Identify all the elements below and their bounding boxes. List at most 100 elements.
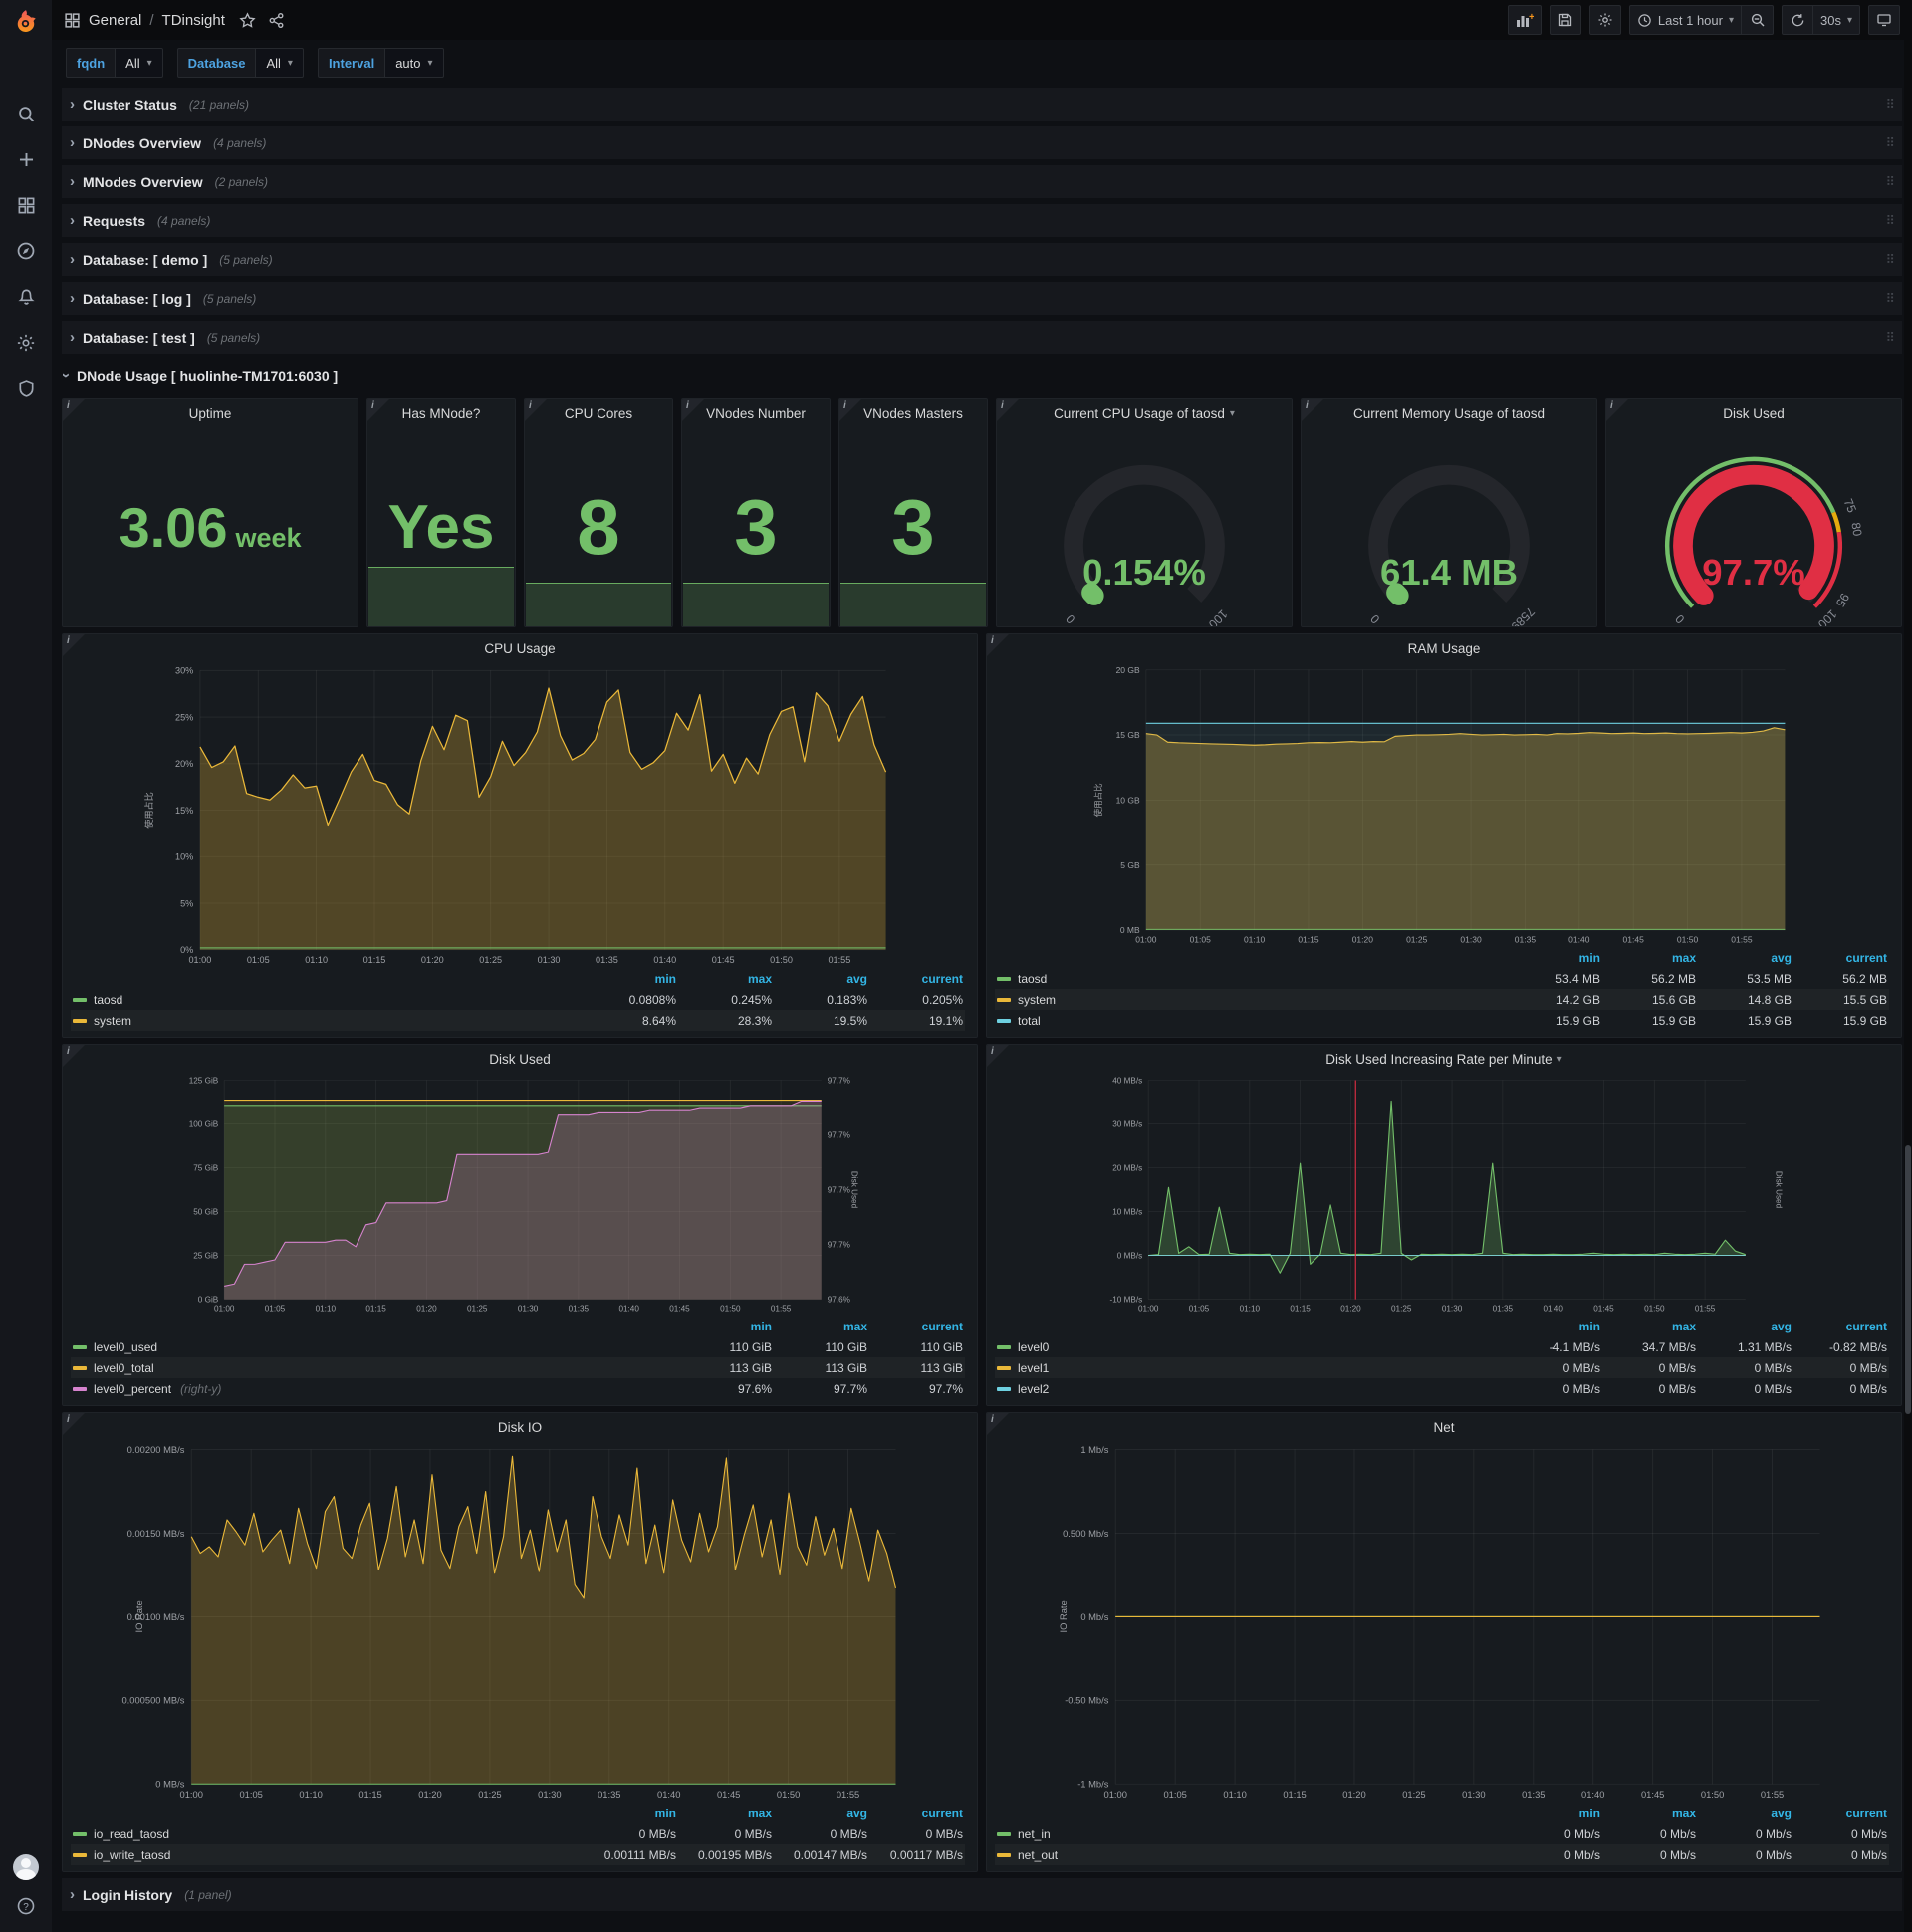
row-database-demo[interactable]: › Database: [ demo ] (5 panels) ⠿ [62, 243, 1902, 276]
legend-row[interactable]: taosd 0.0808% 0.245% 0.183% 0.205% [71, 989, 965, 1010]
drag-handle-icon[interactable]: ⠿ [1885, 329, 1894, 345]
chart-canvas[interactable]: -1 Mb/s -0.50 Mb/s 0 Mb/s 0.500 Mb/s 1 Mb/s 0… [987, 1441, 1901, 1803]
explore-compass-icon[interactable] [8, 233, 44, 269]
legend-col-min[interactable]: min [750, 1319, 772, 1333]
legend-series-name[interactable]: total [997, 1014, 1505, 1028]
variable-interval-picker[interactable]: auto ▾ [384, 48, 444, 78]
row-login-history[interactable]: › Login History (1 panel) [62, 1878, 1902, 1911]
legend-series-name[interactable]: net_out [997, 1848, 1505, 1862]
legend-col-min[interactable]: min [1578, 1319, 1600, 1333]
legend-col-avg[interactable]: avg [1771, 950, 1792, 965]
variable-fqdn-picker[interactable]: All ▾ [115, 48, 163, 78]
dashboard-settings-button[interactable] [1588, 5, 1621, 35]
legend-series-name[interactable]: level2 [997, 1382, 1505, 1396]
zoom-out-time-button[interactable] [1742, 5, 1774, 35]
legend-col-max[interactable]: max [1671, 1319, 1696, 1333]
row-database-test[interactable]: › Database: [ test ] (5 panels) ⠿ [62, 321, 1902, 354]
legend-row[interactable]: io_write_taosd 0.00111 MB/s 0.00195 MB/s 0.… [71, 1844, 965, 1865]
chart-canvas[interactable]: 0 GiB 25 GiB 50 GiB 75 GiB 100 GiB 125 GiB 01:… [63, 1073, 977, 1316]
legend-row[interactable]: level0_used 110 GiB 110 GiB 110 GiB [71, 1336, 965, 1357]
legend-row[interactable]: system 8.64% 28.3% 19.5% 19.1% [71, 1010, 965, 1031]
drag-handle-icon[interactable]: ⠿ [1885, 173, 1894, 189]
legend-series-name[interactable]: level0_used [73, 1340, 676, 1354]
legend-col-avg[interactable]: avg [846, 971, 867, 986]
legend-row[interactable]: taosd 53.4 MB 56.2 MB 53.5 MB 56.2 MB [995, 968, 1889, 989]
panel-title[interactable]: Current Memory Usage of taosd [1352, 405, 1546, 421]
legend-col-current[interactable]: current [921, 1319, 963, 1333]
drag-handle-icon[interactable]: ⠿ [1885, 212, 1894, 228]
legend-series-name[interactable]: io_write_taosd [73, 1848, 581, 1862]
legend-col-max[interactable]: max [747, 971, 772, 986]
legend-series-name[interactable]: taosd [73, 993, 581, 1007]
legend-col-current[interactable]: current [921, 971, 963, 986]
panel-title[interactable]: RAM Usage [1407, 640, 1481, 656]
drag-handle-icon[interactable]: ⠿ [1885, 290, 1894, 306]
legend-col-current[interactable]: current [1845, 950, 1887, 965]
drag-handle-icon[interactable]: ⠿ [1885, 96, 1894, 112]
legend-series-name[interactable]: level0_percent (right-y) [73, 1382, 676, 1396]
panel-title[interactable]: Disk Used Increasing Rate per Minute ▾ [1325, 1051, 1562, 1067]
legend-row[interactable]: total 15.9 GB 15.9 GB 15.9 GB 15.9 GB [995, 1010, 1889, 1031]
panel-title[interactable]: CPU Cores [564, 405, 633, 421]
row-database-log[interactable]: › Database: [ log ] (5 panels) ⠿ [62, 282, 1902, 315]
legend-col-min[interactable]: min [1578, 950, 1600, 965]
row-cluster-status[interactable]: › Cluster Status (21 panels) ⠿ [62, 88, 1902, 121]
refresh-button[interactable] [1782, 5, 1813, 35]
panel-title[interactable]: VNodes Masters [863, 405, 963, 421]
legend-series-name[interactable]: system [73, 1014, 581, 1028]
legend-col-current[interactable]: current [1845, 1806, 1887, 1820]
server-admin-shield-icon[interactable] [8, 370, 44, 406]
legend-row[interactable]: io_read_taosd 0 MB/s 0 MB/s 0 MB/s 0 MB/s [71, 1823, 965, 1844]
time-range-picker[interactable]: Last 1 hour ▾ [1628, 5, 1742, 35]
legend-row[interactable]: level0_total 113 GiB 113 GiB 113 GiB [71, 1357, 965, 1378]
panel-title[interactable]: CPU Usage [484, 640, 556, 656]
create-plus-icon[interactable] [8, 141, 44, 177]
panel-title[interactable]: VNodes Number [706, 405, 806, 421]
legend-row[interactable]: level0_percent (right-y) 97.6% 97.7% 97.7% [71, 1378, 965, 1399]
legend-col-max[interactable]: max [842, 1319, 867, 1333]
share-icon[interactable] [268, 12, 285, 29]
panel-title[interactable]: Net [1433, 1419, 1455, 1435]
row-dnode-usage[interactable]: › DNode Usage [ huolinhe-TM1701:6030 ] [58, 367, 339, 384]
legend-series-name[interactable]: io_read_taosd [73, 1827, 581, 1841]
add-panel-button[interactable]: + [1507, 5, 1542, 35]
panel-title[interactable]: Disk Used [1723, 405, 1785, 421]
breadcrumb-folder[interactable]: General [89, 11, 142, 29]
row-dnodes-overview[interactable]: › DNodes Overview (4 panels) ⠿ [62, 126, 1902, 159]
legend-series-name[interactable]: level0_total [73, 1361, 676, 1375]
legend-series-name[interactable]: level0 [997, 1340, 1505, 1354]
cycle-view-mode-button[interactable] [1868, 5, 1900, 35]
panel-title[interactable]: Disk IO [497, 1419, 543, 1435]
panel-title[interactable]: Uptime [188, 405, 232, 421]
legend-row[interactable]: net_in 0 Mb/s 0 Mb/s 0 Mb/s 0 Mb/s [995, 1823, 1889, 1844]
legend-col-min[interactable]: min [654, 971, 676, 986]
configuration-gear-icon[interactable] [8, 325, 44, 361]
help-icon[interactable]: ? [8, 1894, 44, 1918]
legend-series-name[interactable]: taosd [997, 972, 1505, 986]
row-requests[interactable]: › Requests (4 panels) ⠿ [62, 204, 1902, 237]
chart-canvas[interactable]: 0 MB/s 0.000500 MB/s 0.00100 MB/s 0.00150 M… [63, 1441, 977, 1803]
dashboards-icon[interactable] [8, 187, 44, 223]
chart-canvas[interactable]: 0 MB 5 GB 10 GB 15 GB 20 GB 01:00 01:05 01:10 01… [987, 662, 1901, 947]
scrollbar-thumb[interactable] [1905, 1145, 1911, 1414]
legend-col-avg[interactable]: avg [1771, 1319, 1792, 1333]
grafana-logo[interactable] [0, 0, 52, 44]
panel-title[interactable]: Current CPU Usage of taosd ▾ [1054, 405, 1235, 421]
legend-col-max[interactable]: max [1671, 950, 1696, 965]
drag-handle-icon[interactable]: ⠿ [1885, 134, 1894, 150]
legend-col-max[interactable]: max [747, 1806, 772, 1820]
legend-series-name[interactable]: system [997, 993, 1505, 1007]
page-scrollbar[interactable] [1904, 0, 1912, 1932]
alerting-bell-icon[interactable] [8, 279, 44, 315]
legend-row[interactable]: level1 0 MB/s 0 MB/s 0 MB/s 0 MB/s [995, 1357, 1889, 1378]
row-mnodes-overview[interactable]: › MNodes Overview (2 panels) ⠿ [62, 165, 1902, 198]
legend-series-name[interactable]: net_in [997, 1827, 1505, 1841]
breadcrumb-dashboard-title[interactable]: TDinsight [161, 11, 225, 29]
legend-col-min[interactable]: min [654, 1806, 676, 1820]
user-avatar[interactable] [13, 1854, 39, 1880]
variable-database-picker[interactable]: All ▾ [255, 48, 304, 78]
legend-col-avg[interactable]: avg [1771, 1806, 1792, 1820]
legend-col-max[interactable]: max [1671, 1806, 1696, 1820]
panel-title[interactable]: Disk Used [489, 1051, 551, 1067]
drag-handle-icon[interactable]: ⠿ [1885, 251, 1894, 267]
